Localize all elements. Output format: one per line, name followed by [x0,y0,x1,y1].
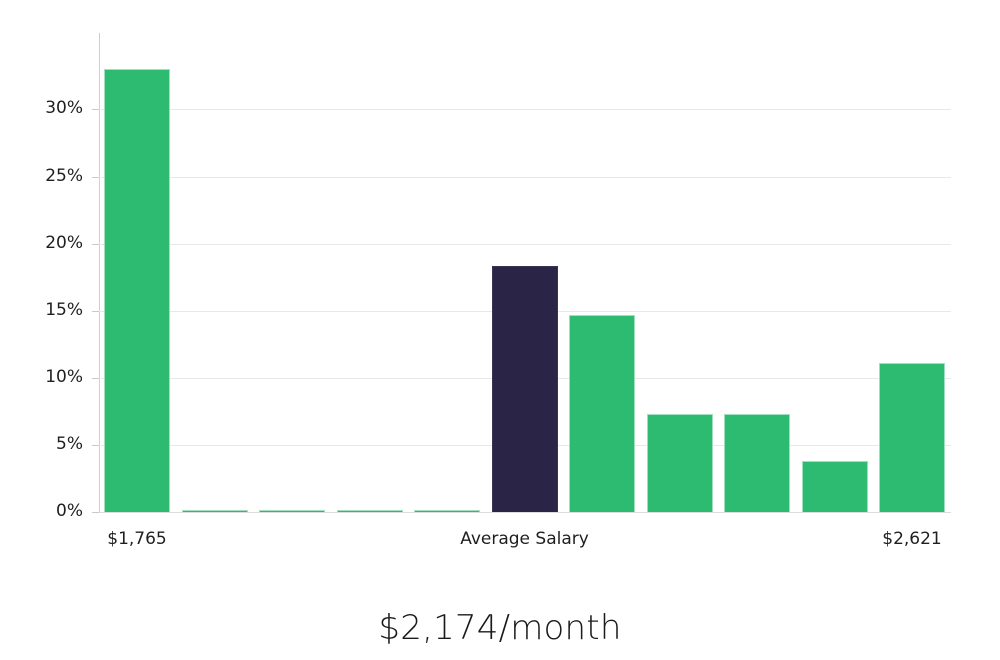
y-tick-mark [92,109,99,111]
y-tick-mark [92,512,99,513]
y-tick-mark [92,444,99,446]
bar[interactable] [879,363,945,512]
y-tick-mark [92,377,99,379]
gridline-30% [99,109,951,111]
bar[interactable] [104,69,170,512]
x-axis-label-average-salary: Average Salary [460,529,589,549]
bar[interactable] [181,510,248,512]
bar[interactable] [414,510,480,512]
y-axis-tick-label-text: 30% [45,98,83,119]
gridline-25% [99,176,951,178]
y-axis-tick-label-text: 15% [45,299,83,320]
x-axis-label-min-salary: $1,765 [107,529,167,549]
y-tick-mark [92,310,99,312]
y-tick-mark [92,176,99,178]
x-axis-label-max-salary: $2,621 [882,529,942,549]
bar-highlighted[interactable] [491,266,558,512]
gridline-0% [99,512,951,513]
bar[interactable] [801,461,868,512]
y-axis-tick-label-text: 0% [56,501,83,521]
y-axis-line [99,33,100,512]
y-axis-tick-label-text: 10% [45,366,83,387]
bar[interactable] [646,414,713,512]
y-axis-tick-label-text: 5% [56,433,83,454]
bar[interactable] [724,414,790,512]
bar[interactable] [336,510,403,512]
bar[interactable] [259,510,325,512]
chart-footer-title: $2,174/month [378,608,622,648]
bar[interactable] [569,314,635,512]
gridline-20% [99,243,951,245]
y-axis-tick-label-text: 25% [45,165,83,186]
plot-area: 0% 5% 10% 15% 20% 25% 30% [45,33,951,521]
y-axis-tick-label-text: 20% [45,232,83,253]
y-tick-mark [92,243,99,245]
